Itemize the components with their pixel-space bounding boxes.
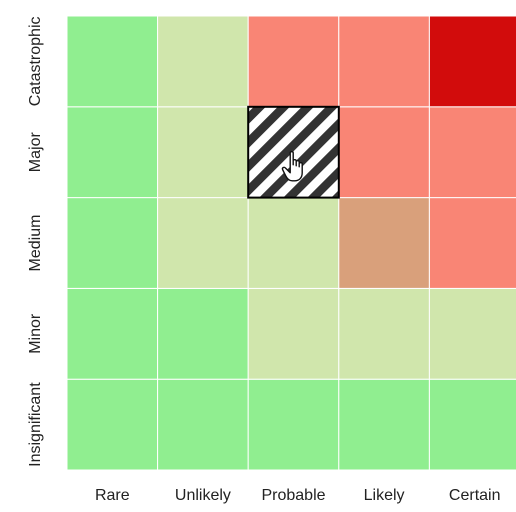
y-tick-label-major: Major: [27, 132, 44, 173]
cell-insignificant-rare[interactable]: [66, 378, 159, 471]
cell-minor-certain[interactable]: [428, 287, 516, 380]
cell-insignificant-likely[interactable]: [338, 378, 430, 471]
x-axis-labels: Rare Unlikely Probable Likely Certain: [95, 487, 501, 504]
cell-insignificant-probable[interactable]: [247, 378, 340, 471]
cell-medium-rare[interactable]: [66, 197, 159, 289]
cell-major-likely[interactable]: [338, 106, 430, 199]
cell-catastrophic-rare[interactable]: [66, 15, 159, 108]
cell-minor-probable[interactable]: [247, 287, 340, 380]
x-tick-label-certain: Certain: [449, 487, 501, 504]
x-tick-label-likely: Likely: [364, 487, 405, 504]
y-tick-label-catastrophic: Catastrophic: [27, 16, 44, 106]
heatmap-cells: [66, 15, 516, 471]
cell-major-rare[interactable]: [66, 106, 159, 199]
y-tick-label-medium: Medium: [27, 215, 44, 272]
cell-catastrophic-unlikely[interactable]: [157, 15, 249, 108]
cell-insignificant-unlikely[interactable]: [157, 378, 249, 471]
cell-insignificant-certain[interactable]: [428, 378, 516, 471]
y-tick-label-minor: Minor: [27, 313, 44, 354]
y-tick-label-insignificant: Insignificant: [27, 382, 44, 467]
cell-medium-unlikely[interactable]: [157, 197, 249, 289]
x-tick-label-unlikely: Unlikely: [175, 487, 231, 504]
cell-medium-probable[interactable]: [247, 197, 340, 289]
cell-catastrophic-likely[interactable]: [338, 15, 430, 108]
cell-medium-likely[interactable]: [338, 197, 430, 289]
cell-minor-rare[interactable]: [66, 287, 159, 380]
cell-medium-certain[interactable]: [428, 197, 516, 289]
cell-minor-likely[interactable]: [338, 287, 430, 380]
x-tick-label-rare: Rare: [95, 487, 130, 504]
x-tick-label-probable: Probable: [261, 487, 325, 504]
cell-catastrophic-certain[interactable]: [428, 15, 516, 108]
cell-major-unlikely[interactable]: [157, 106, 249, 199]
cell-major-probable[interactable]: [247, 105, 340, 199]
cell-minor-unlikely[interactable]: [157, 287, 249, 380]
y-axis-labels: Insignificant Minor Medium Major Catastrophi…: [27, 16, 44, 466]
cell-major-certain[interactable]: [428, 106, 516, 199]
cell-catastrophic-probable[interactable]: [247, 15, 340, 108]
